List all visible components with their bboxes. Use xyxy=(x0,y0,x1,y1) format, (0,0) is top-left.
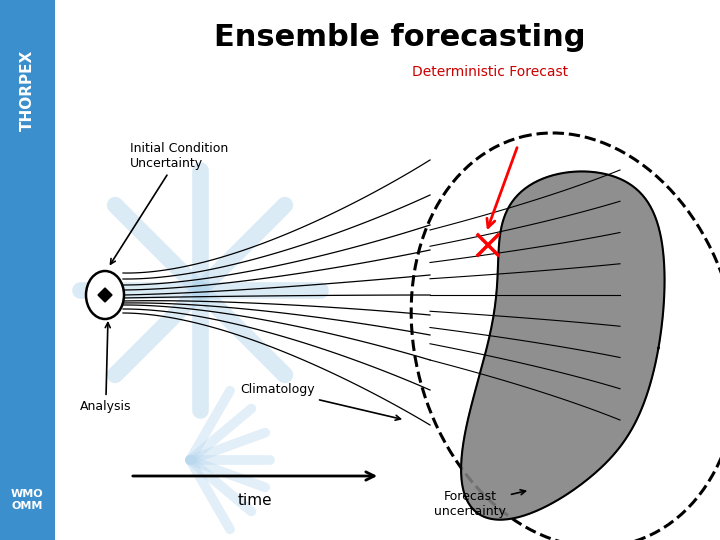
Text: Forecast
uncertainty: Forecast uncertainty xyxy=(434,490,526,518)
Ellipse shape xyxy=(86,271,124,319)
Polygon shape xyxy=(461,171,665,519)
Polygon shape xyxy=(98,288,112,302)
Text: Climatology: Climatology xyxy=(240,383,400,420)
Text: Initial Condition
Uncertainty: Initial Condition Uncertainty xyxy=(110,142,228,264)
Text: Ensemble forecasting: Ensemble forecasting xyxy=(215,24,586,52)
Text: THORPEX: THORPEX xyxy=(19,49,35,131)
Text: WMO
OMM: WMO OMM xyxy=(11,489,43,511)
Text: Analysis: Analysis xyxy=(80,322,132,413)
Bar xyxy=(0,0,55,540)
Text: time: time xyxy=(238,493,272,508)
Text: Deterministic Forecast: Deterministic Forecast xyxy=(412,65,568,79)
